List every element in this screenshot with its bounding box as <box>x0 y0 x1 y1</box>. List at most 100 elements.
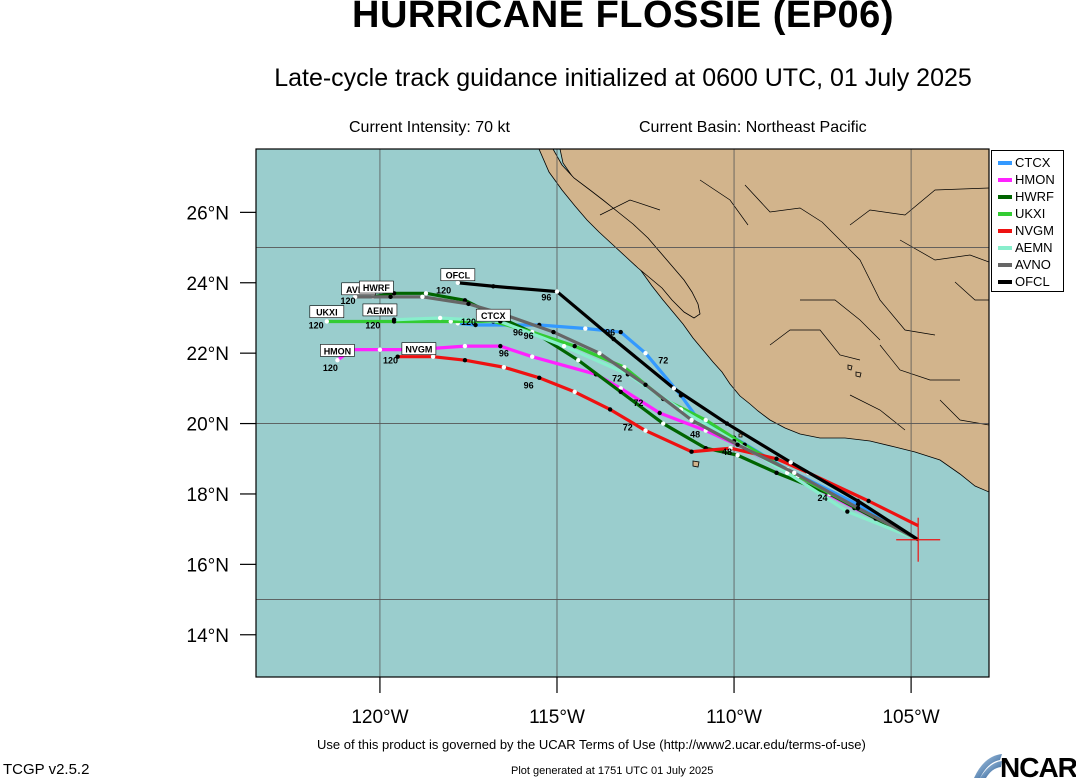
track-point <box>689 417 694 423</box>
legend-item-ukxi: UKXI <box>992 205 1063 222</box>
legend: CTCX HMON HWRF UKXI NVGM AEMN AVNO OFCL <box>991 150 1064 292</box>
track-point <box>689 449 694 454</box>
legend-label: UKXI <box>1015 206 1046 221</box>
legend-label: NVGM <box>1015 223 1054 238</box>
y-tick-label: 22°N <box>187 344 229 365</box>
track-point <box>735 442 740 447</box>
forecast-hour-label: 120 <box>323 363 338 373</box>
axes: 120°W 115°W 110°W 105°W 26°N 24°N 22°N 20°N 18°N… <box>187 203 940 728</box>
track-point <box>491 284 496 289</box>
track-point <box>611 336 616 342</box>
model-label-text: CTCX <box>481 311 506 321</box>
y-tick-label: 18°N <box>187 485 229 506</box>
track-point <box>597 350 602 356</box>
model-label-text: UKXI <box>316 308 338 318</box>
page-title: HURRICANE FLOSSIE (EP06) <box>352 0 894 36</box>
legend-swatch <box>998 160 1012 165</box>
legend-label: HMON <box>1015 172 1055 187</box>
legend-label: CTCX <box>1015 155 1051 170</box>
track-point <box>395 354 400 359</box>
track-point <box>671 386 677 391</box>
track-point <box>377 347 383 352</box>
track-point <box>430 354 436 359</box>
model-label-box <box>320 344 355 357</box>
forecast-hour-label: 120 <box>383 356 398 366</box>
track-point <box>576 358 581 363</box>
track-point <box>724 421 730 426</box>
legend-item-hwrf: HWRF <box>992 188 1063 205</box>
track-point <box>324 319 330 324</box>
track-point <box>735 453 740 458</box>
legend-swatch <box>998 245 1012 250</box>
legend-label: HWRF <box>1015 189 1054 204</box>
track-point <box>420 294 425 300</box>
ncar-logo-text: NCAR <box>1000 752 1076 783</box>
track-point <box>551 329 556 335</box>
island <box>692 460 700 468</box>
legend-item-hmon: HMON <box>992 171 1063 188</box>
legend-swatch <box>998 262 1012 267</box>
legend-label: OFCL <box>1015 274 1050 289</box>
model-label-box <box>475 308 511 322</box>
land-baja-california <box>538 149 701 319</box>
model-label-text: HWRF <box>363 283 390 293</box>
x-tick-label: 105°W <box>882 707 939 728</box>
forecast-hour-label: 96 <box>541 292 551 302</box>
x-tick-label: 120°W <box>351 707 408 728</box>
model-label-box <box>309 305 345 318</box>
model-label-box <box>440 268 476 282</box>
forecast-hour-label: 48 <box>690 430 700 440</box>
track-point <box>643 428 648 433</box>
model-label-text: AVNO <box>346 285 371 295</box>
legend-item-avno: AVNO <box>992 256 1063 273</box>
track-point <box>335 358 340 363</box>
legend-item-aemn: AEMN <box>992 239 1063 256</box>
track-point <box>855 498 861 504</box>
legend-item-nvgm: NVGM <box>992 222 1063 239</box>
track-labels: 96 72 120 72 96 120 24 48 96 72 96 120 48 72 96 120 120 1… <box>309 268 828 503</box>
track-point <box>572 343 577 349</box>
track-point <box>774 470 779 476</box>
legend-item-ctcx: CTCX <box>992 154 1063 171</box>
track-point <box>728 446 733 451</box>
forecast-hour-label: 96 <box>499 349 509 359</box>
model-label-text: HMON <box>324 346 352 356</box>
current-position-marker <box>896 517 941 562</box>
track-point <box>774 456 779 461</box>
forecast-hour-label: 96 <box>524 380 534 390</box>
forecast-hour-label: 72 <box>633 398 643 408</box>
forecast-hour-label: 120 <box>365 321 380 331</box>
track-point <box>643 350 648 356</box>
current-basin: Current Basin: Northeast Pacific <box>639 119 867 136</box>
track-point <box>388 294 393 300</box>
track-point <box>391 317 397 322</box>
forecast-hour-label: 96 <box>605 328 615 338</box>
forecast-hour-label: 120 <box>461 317 476 327</box>
model-label-text: NVGM <box>405 345 432 355</box>
x-tick-label: 110°W <box>706 707 762 728</box>
track-point <box>437 315 443 321</box>
track-point <box>423 291 429 296</box>
track-point <box>784 470 790 476</box>
island <box>847 364 853 371</box>
x-tick-label: 115°W <box>529 707 585 728</box>
current-intensity: Current Intensity: 70 kt <box>349 119 510 136</box>
track-point <box>352 294 358 300</box>
grid-lines <box>256 149 989 677</box>
track-point <box>466 301 471 307</box>
generated-timestamp: Plot generated at 1751 UTC 01 July 2025 <box>511 765 714 777</box>
track-point <box>661 421 666 426</box>
forecast-hour-label: 96 <box>524 331 534 341</box>
forecast-hour-label: 120 <box>436 285 451 295</box>
forecast-hour-label: 24 <box>818 493 828 503</box>
track-point <box>498 343 503 349</box>
legend-label: AVNO <box>1015 257 1051 272</box>
version-label: TCGP v2.5.2 <box>3 761 90 778</box>
track-point <box>607 407 613 412</box>
track-point <box>792 470 797 476</box>
legend-swatch <box>998 211 1012 216</box>
track-point <box>618 329 623 335</box>
island <box>855 371 862 378</box>
y-tick-label: 26°N <box>187 203 229 224</box>
forecast-hour-label: 72 <box>658 356 668 366</box>
